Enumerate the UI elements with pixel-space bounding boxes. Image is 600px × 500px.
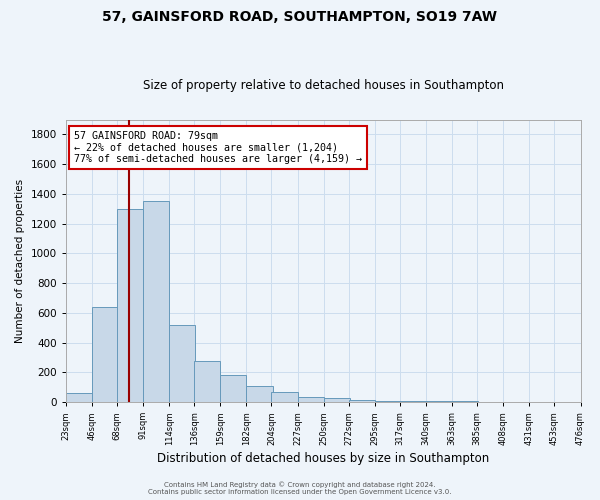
Bar	[271, 392, 298, 402]
Text: Contains HM Land Registry data © Crown copyright and database right 2024.
Contai: Contains HM Land Registry data © Crown c…	[148, 482, 452, 495]
Title: Size of property relative to detached houses in Southampton: Size of property relative to detached ho…	[143, 79, 503, 92]
Bar	[298, 397, 324, 402]
Bar	[375, 400, 401, 402]
Bar	[220, 376, 247, 402]
Bar	[247, 386, 272, 402]
Bar	[400, 401, 426, 402]
Bar	[143, 202, 169, 402]
Bar	[324, 398, 350, 402]
Text: 57 GAINSFORD ROAD: 79sqm
← 22% of detached houses are smaller (1,204)
77% of sem: 57 GAINSFORD ROAD: 79sqm ← 22% of detach…	[74, 131, 362, 164]
Bar	[66, 393, 92, 402]
Bar	[349, 400, 375, 402]
Text: 57, GAINSFORD ROAD, SOUTHAMPTON, SO19 7AW: 57, GAINSFORD ROAD, SOUTHAMPTON, SO19 7A…	[103, 10, 497, 24]
Bar	[169, 324, 196, 402]
Bar	[117, 209, 143, 402]
Bar	[92, 307, 118, 402]
X-axis label: Distribution of detached houses by size in Southampton: Distribution of detached houses by size …	[157, 452, 489, 465]
Y-axis label: Number of detached properties: Number of detached properties	[15, 178, 25, 343]
Bar	[194, 361, 220, 402]
